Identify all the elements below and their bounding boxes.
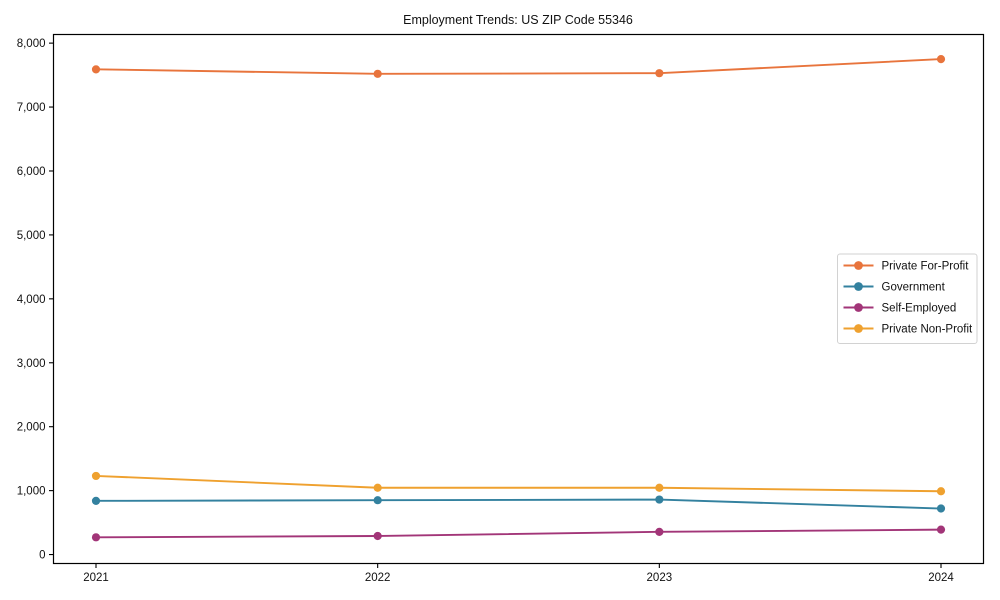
legend-label: Government	[882, 282, 946, 294]
data-point-government-2022	[373, 496, 382, 505]
data-point-private-for-profit-2021	[91, 65, 101, 74]
data-point-government-2023	[655, 495, 664, 504]
data-point-self-employed-2021	[91, 533, 101, 542]
y-tick-label: 2,000	[17, 422, 46, 434]
x-tick-label: 2022	[365, 572, 391, 584]
x-tick-label: 2023	[647, 572, 673, 584]
x-tick-label: 2024	[928, 572, 954, 584]
data-point-private-for-profit-2024	[936, 55, 946, 64]
series-line-private-non-profit	[95, 474, 942, 493]
legend-item-self-employed: Self-Employed	[843, 303, 957, 315]
legend-dot-marker	[854, 303, 863, 312]
data-point-self-employed-2024	[936, 525, 946, 534]
series-line-private-for-profit	[95, 58, 942, 75]
legend-label: Private Non-Profit	[882, 324, 974, 336]
data-point-private-for-profit-2023	[655, 69, 664, 78]
legend: Private For-Profit Government Self-Employe…	[837, 253, 978, 344]
data-point-private-for-profit-2022	[373, 69, 382, 78]
data-point-private-non-profit-2022	[373, 483, 382, 492]
series-line-self-employed	[95, 528, 942, 539]
series-line-government	[95, 498, 942, 510]
y-tick-label: 8,000	[17, 38, 46, 50]
legend-dot-marker	[854, 324, 863, 333]
legend-label: Self-Employed	[882, 303, 957, 315]
legend-label: Private For-Profit	[882, 261, 970, 273]
y-tick-label: 3,000	[17, 358, 46, 370]
data-point-government-2021	[91, 496, 101, 505]
legend-item-private-non-profit: Private Non-Profit	[843, 324, 974, 336]
y-tick-label: 5,000	[17, 230, 46, 242]
legend-item-government: Government	[843, 282, 946, 294]
y-tick-label: 6,000	[17, 166, 46, 178]
y-tick-label: 0	[39, 550, 45, 562]
y-tick-label: 1,000	[17, 486, 46, 498]
y-tick-label: 7,000	[17, 102, 46, 114]
chart-title: Employment Trends: US ZIP Code 55346	[403, 13, 633, 27]
axes-layer: 0 1,000 2,000 3,000 4,000 5,000 6,000 7,000 8,00…	[17, 33, 985, 584]
legend-box	[837, 253, 978, 344]
legend-dot-marker	[854, 282, 863, 291]
data-point-self-employed-2023	[655, 527, 664, 536]
data-point-self-employed-2022	[373, 531, 382, 541]
legend-item-private-for-profit: Private For-Profit	[843, 261, 970, 273]
data-point-private-non-profit-2023	[655, 483, 664, 492]
legend-dot-marker	[854, 261, 863, 270]
data-point-government-2024	[936, 504, 946, 513]
y-tick-label: 4,000	[17, 294, 46, 306]
data-point-private-non-profit-2024	[936, 487, 946, 496]
x-tick-label: 2021	[83, 572, 109, 584]
series-layer	[91, 55, 946, 542]
data-point-private-non-profit-2021	[91, 471, 101, 481]
